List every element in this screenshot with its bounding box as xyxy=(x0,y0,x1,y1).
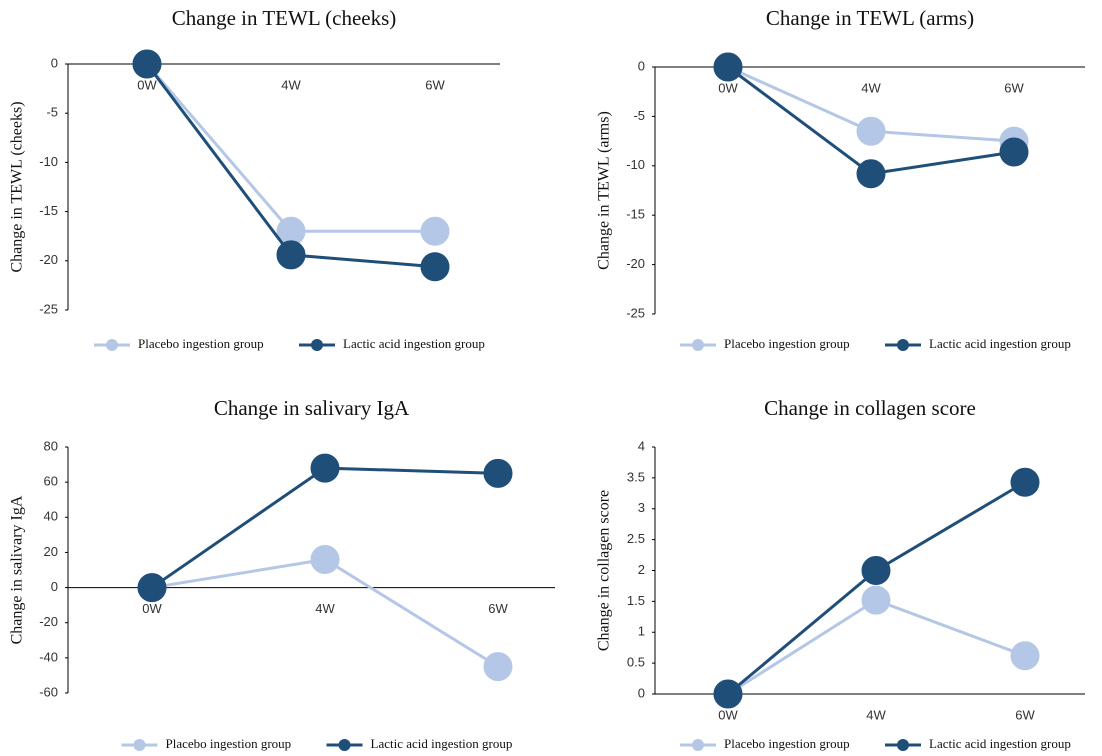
y-tick-label: 0 xyxy=(638,685,645,700)
y-tick-label: -5 xyxy=(46,105,58,120)
legend-label: Lactic acid ingestion group xyxy=(343,336,485,351)
y-tick-label: -25 xyxy=(39,301,58,316)
marker xyxy=(1010,641,1040,671)
marker xyxy=(420,252,450,282)
y-tick-label: 40 xyxy=(44,509,58,524)
y-tick-label: 0 xyxy=(51,55,58,70)
marker xyxy=(713,52,743,82)
x-tick-label: 0W xyxy=(142,601,162,616)
y-tick-label: 0 xyxy=(51,579,58,594)
legend-marker xyxy=(897,739,909,751)
y-tick-label: 0.5 xyxy=(627,655,645,670)
legend-label: Lactic acid ingestion group xyxy=(929,336,1071,351)
y-tick-label: -20 xyxy=(39,614,58,629)
y-axis-label: Change in TEWL (cheeks) xyxy=(9,101,26,272)
marker xyxy=(483,458,513,488)
y-tick-label: -20 xyxy=(39,252,58,267)
x-tick-label: 6W xyxy=(1004,80,1024,95)
y-tick-label: 1.5 xyxy=(627,593,645,608)
y-tick-label: -15 xyxy=(39,203,58,218)
legend-label: Placebo ingestion group xyxy=(724,336,850,351)
y-tick-label: -20 xyxy=(626,256,645,271)
y-tick-label: 3 xyxy=(638,500,645,515)
x-tick-label: 4W xyxy=(281,77,301,92)
y-tick-label: 1 xyxy=(638,624,645,639)
chart-title: Change in TEWL (arms) xyxy=(766,6,974,30)
legend-marker xyxy=(133,739,146,751)
y-tick-label: 4 xyxy=(638,438,645,453)
y-tick-label: 3.5 xyxy=(627,469,645,484)
marker xyxy=(420,216,450,246)
marker xyxy=(483,652,513,682)
y-tick-label: -40 xyxy=(39,649,58,664)
x-tick-label: 6W xyxy=(488,601,508,616)
marker xyxy=(713,679,743,709)
y-tick-label: 80 xyxy=(44,438,58,453)
y-axis-label: Change in collagen score xyxy=(596,490,613,651)
marker xyxy=(137,573,167,603)
marker xyxy=(276,240,306,270)
marker xyxy=(310,544,340,574)
marker xyxy=(999,137,1029,167)
y-tick-label: -15 xyxy=(626,207,645,222)
chart-title: Change in TEWL (cheeks) xyxy=(172,6,397,30)
legend-marker xyxy=(692,339,704,351)
x-tick-label: 0W xyxy=(137,77,157,92)
legend-label: Placebo ingestion group xyxy=(138,336,264,351)
y-tick-label: 2 xyxy=(638,562,645,577)
y-tick-label: -25 xyxy=(626,305,645,320)
legend-label: Placebo ingestion group xyxy=(724,736,850,751)
marker xyxy=(856,116,886,146)
legend-marker xyxy=(692,739,704,751)
legend-label: Lactic acid ingestion group xyxy=(371,736,513,751)
legend-label: Placebo ingestion group xyxy=(166,736,292,751)
y-tick-label: 2.5 xyxy=(627,531,645,546)
x-tick-label: 6W xyxy=(425,77,445,92)
y-tick-label: -60 xyxy=(39,684,58,699)
marker xyxy=(856,159,886,189)
x-tick-label: 0W xyxy=(718,80,738,95)
x-tick-label: 6W xyxy=(1015,707,1035,722)
y-tick-label: 0 xyxy=(638,58,645,73)
chart-title: Change in salivary IgA xyxy=(214,396,410,420)
x-tick-label: 4W xyxy=(315,601,335,616)
y-tick-label: -10 xyxy=(39,154,58,169)
marker xyxy=(1010,467,1040,497)
legend-marker xyxy=(106,339,118,351)
chart-title: Change in collagen score xyxy=(764,396,976,420)
x-tick-label: 0W xyxy=(718,707,738,722)
legend-marker xyxy=(338,739,351,751)
x-tick-label: 4W xyxy=(866,707,886,722)
y-tick-label: -5 xyxy=(633,108,645,123)
marker xyxy=(132,49,162,79)
legend-marker xyxy=(311,339,323,351)
y-tick-label: 20 xyxy=(44,544,58,559)
marker xyxy=(310,453,340,483)
marker xyxy=(861,556,891,585)
legend-marker xyxy=(897,339,909,351)
legend-label: Lactic acid ingestion group xyxy=(929,736,1071,751)
marker xyxy=(861,585,891,615)
y-axis-label: Change in TEWL (arms) xyxy=(596,111,613,270)
x-tick-label: 4W xyxy=(861,80,881,95)
y-tick-label: 60 xyxy=(44,474,58,489)
y-axis-label: Change in salivary IgA xyxy=(9,495,26,644)
y-tick-label: -10 xyxy=(626,157,645,172)
